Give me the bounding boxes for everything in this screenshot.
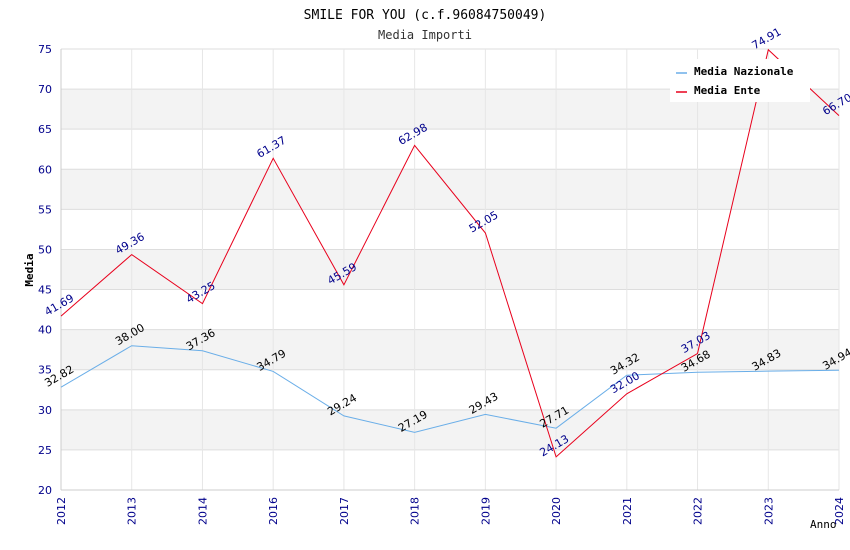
chart-subtitle: Media Importi [378,28,472,42]
x-tick-label: 2014 [196,497,209,525]
series-lines [60,48,840,458]
x-tick-label: 2023 [762,497,775,525]
y-axis: 20 25 30 35 40 45 50 55 60 65 70 75 [38,43,62,497]
series-line-media-ente [60,48,840,458]
y-tick-label: 60 [38,163,52,176]
x-tick-label: 2018 [409,497,422,525]
legend-label-media-ente: Media Ente [694,84,761,97]
y-tick-label: 45 [38,284,52,297]
legend: Media Nazionale Media Ente [670,59,810,102]
x-tick-label: 2012 [55,497,68,525]
x-tick-label: 2017 [338,497,351,525]
x-tick-label: 2021 [621,497,634,525]
y-tick-label: 40 [38,324,52,337]
x-tick-label: 2022 [692,497,705,525]
legend-box [670,59,810,102]
legend-label-media-nazionale: Media Nazionale [694,65,794,78]
grid-band [61,249,839,290]
x-axis: 2012 2013 2014 2016 2017 2018 2019 2020 2021 2022… [55,489,846,525]
x-axis-title: Anno [810,518,837,531]
data-label: 61.37 [255,134,289,161]
data-label: 74.91 [750,25,784,52]
y-tick-label: 70 [38,83,52,96]
y-tick-label: 20 [38,484,52,497]
chart-title: SMILE FOR YOU (c.f.96084750049) [304,8,547,23]
y-tick-label: 30 [38,404,52,417]
y-tick-label: 75 [38,43,52,56]
series-line-media-nazionale [60,345,840,433]
y-tick-label: 35 [38,364,52,377]
x-tick-label: 2013 [126,497,139,525]
x-tick-label: 2024 [833,497,846,525]
y-axis-title: Media [23,253,36,286]
grid-band [61,409,839,450]
grid-band [61,329,839,370]
x-tick-label: 2020 [550,497,563,525]
y-tick-label: 50 [38,243,52,256]
grid-lines [60,48,840,491]
y-tick-label: 55 [38,203,52,216]
x-tick-label: 2019 [479,497,492,525]
y-tick-label: 65 [38,123,52,136]
grid-bands [61,89,839,450]
y-tick-label: 25 [38,444,52,457]
x-tick-label: 2016 [267,497,280,525]
